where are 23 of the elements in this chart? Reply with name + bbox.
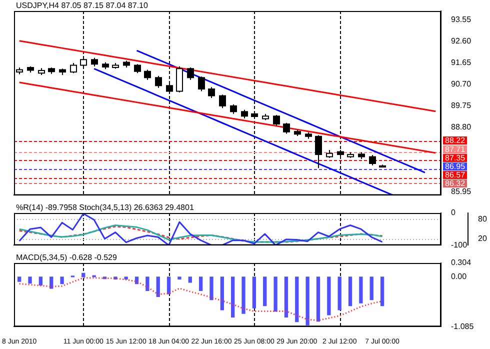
y2-tick-label: 80 (478, 214, 488, 224)
y-tick-label: -1.085 (451, 322, 474, 331)
ref-line-label: 87.71 (445, 145, 466, 154)
y-tick-label: 93.55 (451, 15, 472, 24)
y-tick-label: 0 (451, 208, 456, 218)
y-tick-label: 88.80 (451, 122, 472, 132)
y-tick-label: 90.70 (451, 80, 472, 89)
ref-line-label: 88.22 (445, 136, 466, 146)
ref-line-label: 86.95 (445, 162, 466, 172)
chart-title: MACD(5,34,5) -0.628 -0.529 (16, 253, 118, 262)
y-tick-label: 92.60 (451, 36, 472, 46)
y-tick-label: 0.00 (451, 272, 468, 282)
y-tick-label: -100 (451, 240, 468, 250)
y-tick-label: 89.75 (451, 101, 472, 110)
ref-line-label: 86.57 (445, 170, 466, 180)
y-tick-label: 91.65 (451, 58, 472, 68)
y-tick-label: 85.95 (451, 187, 472, 196)
chart-title: %R(14) -89.7958 Stoch(34,5,13) 26.6363 29.4801 (16, 203, 194, 212)
ref-line-label: 86.32 (445, 179, 466, 188)
y-tick-label: 0.304 (451, 258, 472, 268)
chart-title: USDJPY,H4 87.05 87.15 87.04 87.10 (16, 1, 148, 10)
y2-tick-label: 20 (478, 234, 488, 243)
ref-line-label: 87.35 (445, 154, 466, 163)
